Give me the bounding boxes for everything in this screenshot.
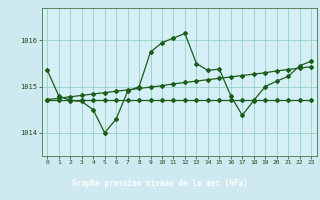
Text: Graphe pression niveau de la mer (hPa): Graphe pression niveau de la mer (hPa) [72,179,248,188]
